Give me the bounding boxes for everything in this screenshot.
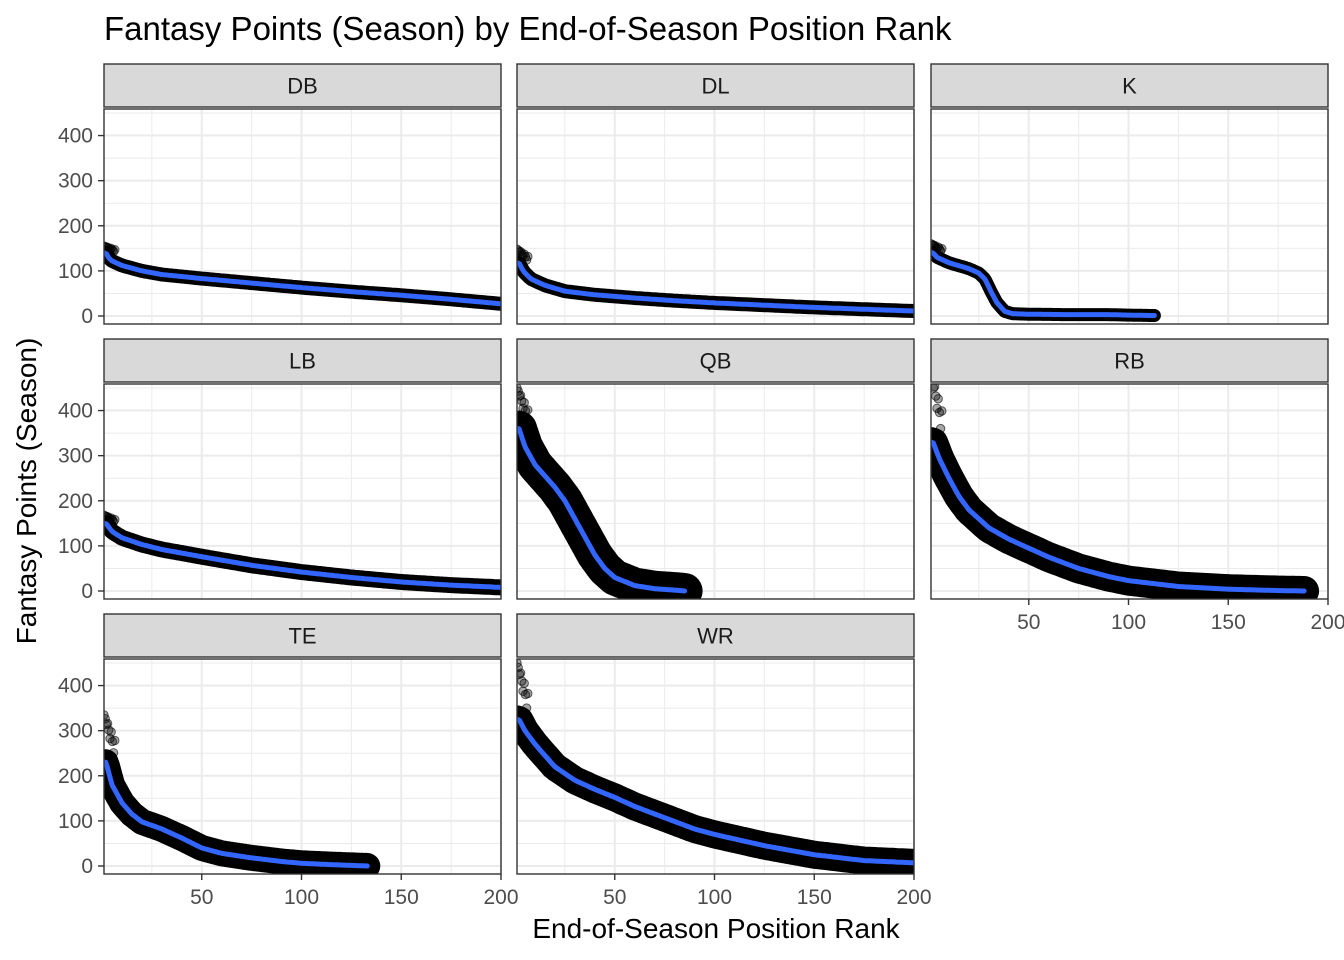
data-point: [523, 405, 533, 415]
data-layer: [104, 710, 381, 874]
strip-dl: [516, 63, 915, 108]
y-tick-label: 300: [58, 445, 93, 468]
strip-db: [103, 63, 502, 108]
strip-k: [930, 63, 1329, 108]
y-axis-title: Fantasy Points (Season): [11, 338, 42, 645]
panel-border: [516, 383, 915, 600]
strip-label-rb: RB: [1114, 349, 1145, 374]
strip-label-lb: LB: [289, 349, 316, 374]
panel-k: K: [930, 63, 1329, 325]
smooth-line-db: [104, 250, 501, 307]
panel-qb: QB: [516, 338, 915, 600]
data-point: [937, 244, 947, 254]
panel-rb: RB 50 100 150 200: [930, 338, 1344, 634]
data-layer: [931, 239, 1161, 322]
smooth-line-qb: [517, 426, 688, 594]
data-layer: [517, 244, 914, 318]
panel-wr: WR 50 100 150 200: [516, 613, 932, 909]
x-tick-label: 100: [1111, 611, 1146, 634]
y-tick-label: 400: [58, 125, 93, 148]
panel-db: DB 0 100 200 300 400: [58, 63, 502, 328]
strip-label-te: TE: [288, 624, 316, 649]
x-tick-label: 100: [284, 886, 319, 909]
strip-rb: [930, 338, 1329, 383]
x-tick-label: 200: [483, 886, 518, 909]
data-point: [933, 394, 943, 404]
data-point: [110, 245, 120, 255]
panel-border: [930, 383, 1329, 600]
data-point: [104, 719, 112, 730]
panel-border: [930, 108, 1329, 325]
smooth-line-te: [104, 759, 370, 869]
panel-border: [103, 383, 502, 600]
panel-border: [516, 658, 915, 875]
panel-border: [103, 658, 502, 875]
panel-dl: DL: [516, 63, 915, 325]
data-point: [521, 415, 532, 426]
data-layer: [931, 384, 1320, 599]
x-tick-label: 200: [1310, 611, 1344, 634]
gridlines: [104, 109, 502, 324]
y-tick-label: 300: [58, 720, 93, 743]
y-tick-label: 0: [81, 855, 93, 878]
data-point: [523, 688, 533, 699]
gridlines: [931, 384, 1329, 599]
x-tick-label: 150: [797, 886, 832, 909]
strip-label-k: K: [1122, 74, 1137, 99]
panel-border: [516, 108, 915, 325]
gridlines: [517, 109, 915, 324]
y-tick-label: 100: [58, 810, 93, 833]
y-tick-label: 100: [58, 260, 93, 283]
y-tick-label: 400: [58, 675, 93, 698]
x-tick-label: 150: [1211, 611, 1246, 634]
data-point: [108, 748, 119, 758]
strip-qb: [516, 338, 915, 383]
data-point: [521, 703, 532, 713]
strip-lb: [103, 338, 502, 383]
smooth-line-k: [931, 250, 1157, 318]
smooth-line-wr: [517, 716, 914, 866]
data-point: [935, 423, 946, 434]
y-tick-label: 200: [58, 215, 93, 238]
data-point: [523, 251, 533, 262]
y-tick-label: 100: [58, 535, 93, 558]
data-layer: [517, 659, 914, 874]
y-tick-label: 300: [58, 170, 93, 193]
x-tick-label: 100: [697, 886, 732, 909]
y-tick-label: 400: [58, 400, 93, 423]
data-point: [931, 384, 940, 392]
x-tick-label: 50: [603, 886, 626, 909]
data-point: [937, 406, 947, 416]
panel-border: [103, 108, 502, 325]
strip-label-db: DB: [287, 74, 318, 99]
y-tick-label: 200: [58, 765, 93, 788]
x-tick-label: 150: [384, 886, 419, 909]
y-tick-label: 0: [81, 305, 93, 328]
panel-lb: LB 0 100 200 300 400: [58, 338, 502, 603]
x-tick-label: 50: [190, 886, 213, 909]
strip-label-dl: DL: [701, 74, 729, 99]
y-tick-label: 200: [58, 490, 93, 513]
data-point: [106, 727, 116, 737]
strip-label-qb: QB: [700, 349, 732, 374]
data-layer: [517, 384, 703, 599]
smooth-line-lb: [104, 520, 501, 590]
strip-te: [103, 613, 502, 658]
strip-wr: [516, 613, 915, 658]
smooth-line-rb: [931, 439, 1307, 594]
x-tick-label: 50: [1017, 611, 1040, 634]
data-point: [110, 735, 120, 746]
data-point: [519, 678, 529, 688]
facet-panels: DB 0 100 200 300 400 DL K LB 0 100 200 300 400 QB RB 50 1…: [58, 63, 1344, 909]
data-layer: [104, 510, 501, 596]
smooth-line-dl: [517, 260, 914, 314]
x-axis-title: End-of-Season Position Rank: [532, 913, 900, 944]
panel-te: TE 0 100 200 300 400 50 100 150 200: [58, 613, 519, 909]
y-tick-label: 0: [81, 580, 93, 603]
data-point: [110, 514, 120, 525]
strip-label-wr: WR: [697, 624, 734, 649]
chart-title: Fantasy Points (Season) by End-of-Season…: [104, 10, 952, 47]
x-tick-label: 200: [896, 886, 931, 909]
